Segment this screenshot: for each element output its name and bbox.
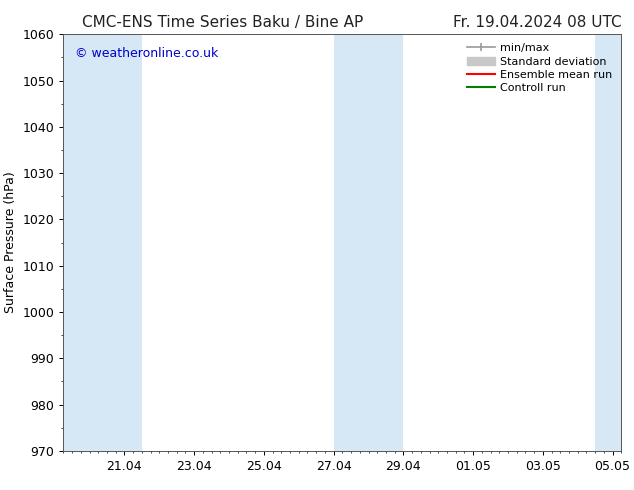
Bar bbox=[333, 34, 403, 451]
Y-axis label: Surface Pressure (hPa): Surface Pressure (hPa) bbox=[4, 172, 17, 314]
Text: © weatheronline.co.uk: © weatheronline.co.uk bbox=[75, 47, 218, 60]
Text: CMC-ENS Time Series Baku / Bine AP: CMC-ENS Time Series Baku / Bine AP bbox=[82, 15, 364, 30]
Bar bbox=[595, 34, 621, 451]
Bar bbox=[63, 34, 142, 451]
Legend: min/max, Standard deviation, Ensemble mean run, Controll run: min/max, Standard deviation, Ensemble me… bbox=[462, 39, 617, 98]
Text: Fr. 19.04.2024 08 UTC: Fr. 19.04.2024 08 UTC bbox=[453, 15, 621, 30]
